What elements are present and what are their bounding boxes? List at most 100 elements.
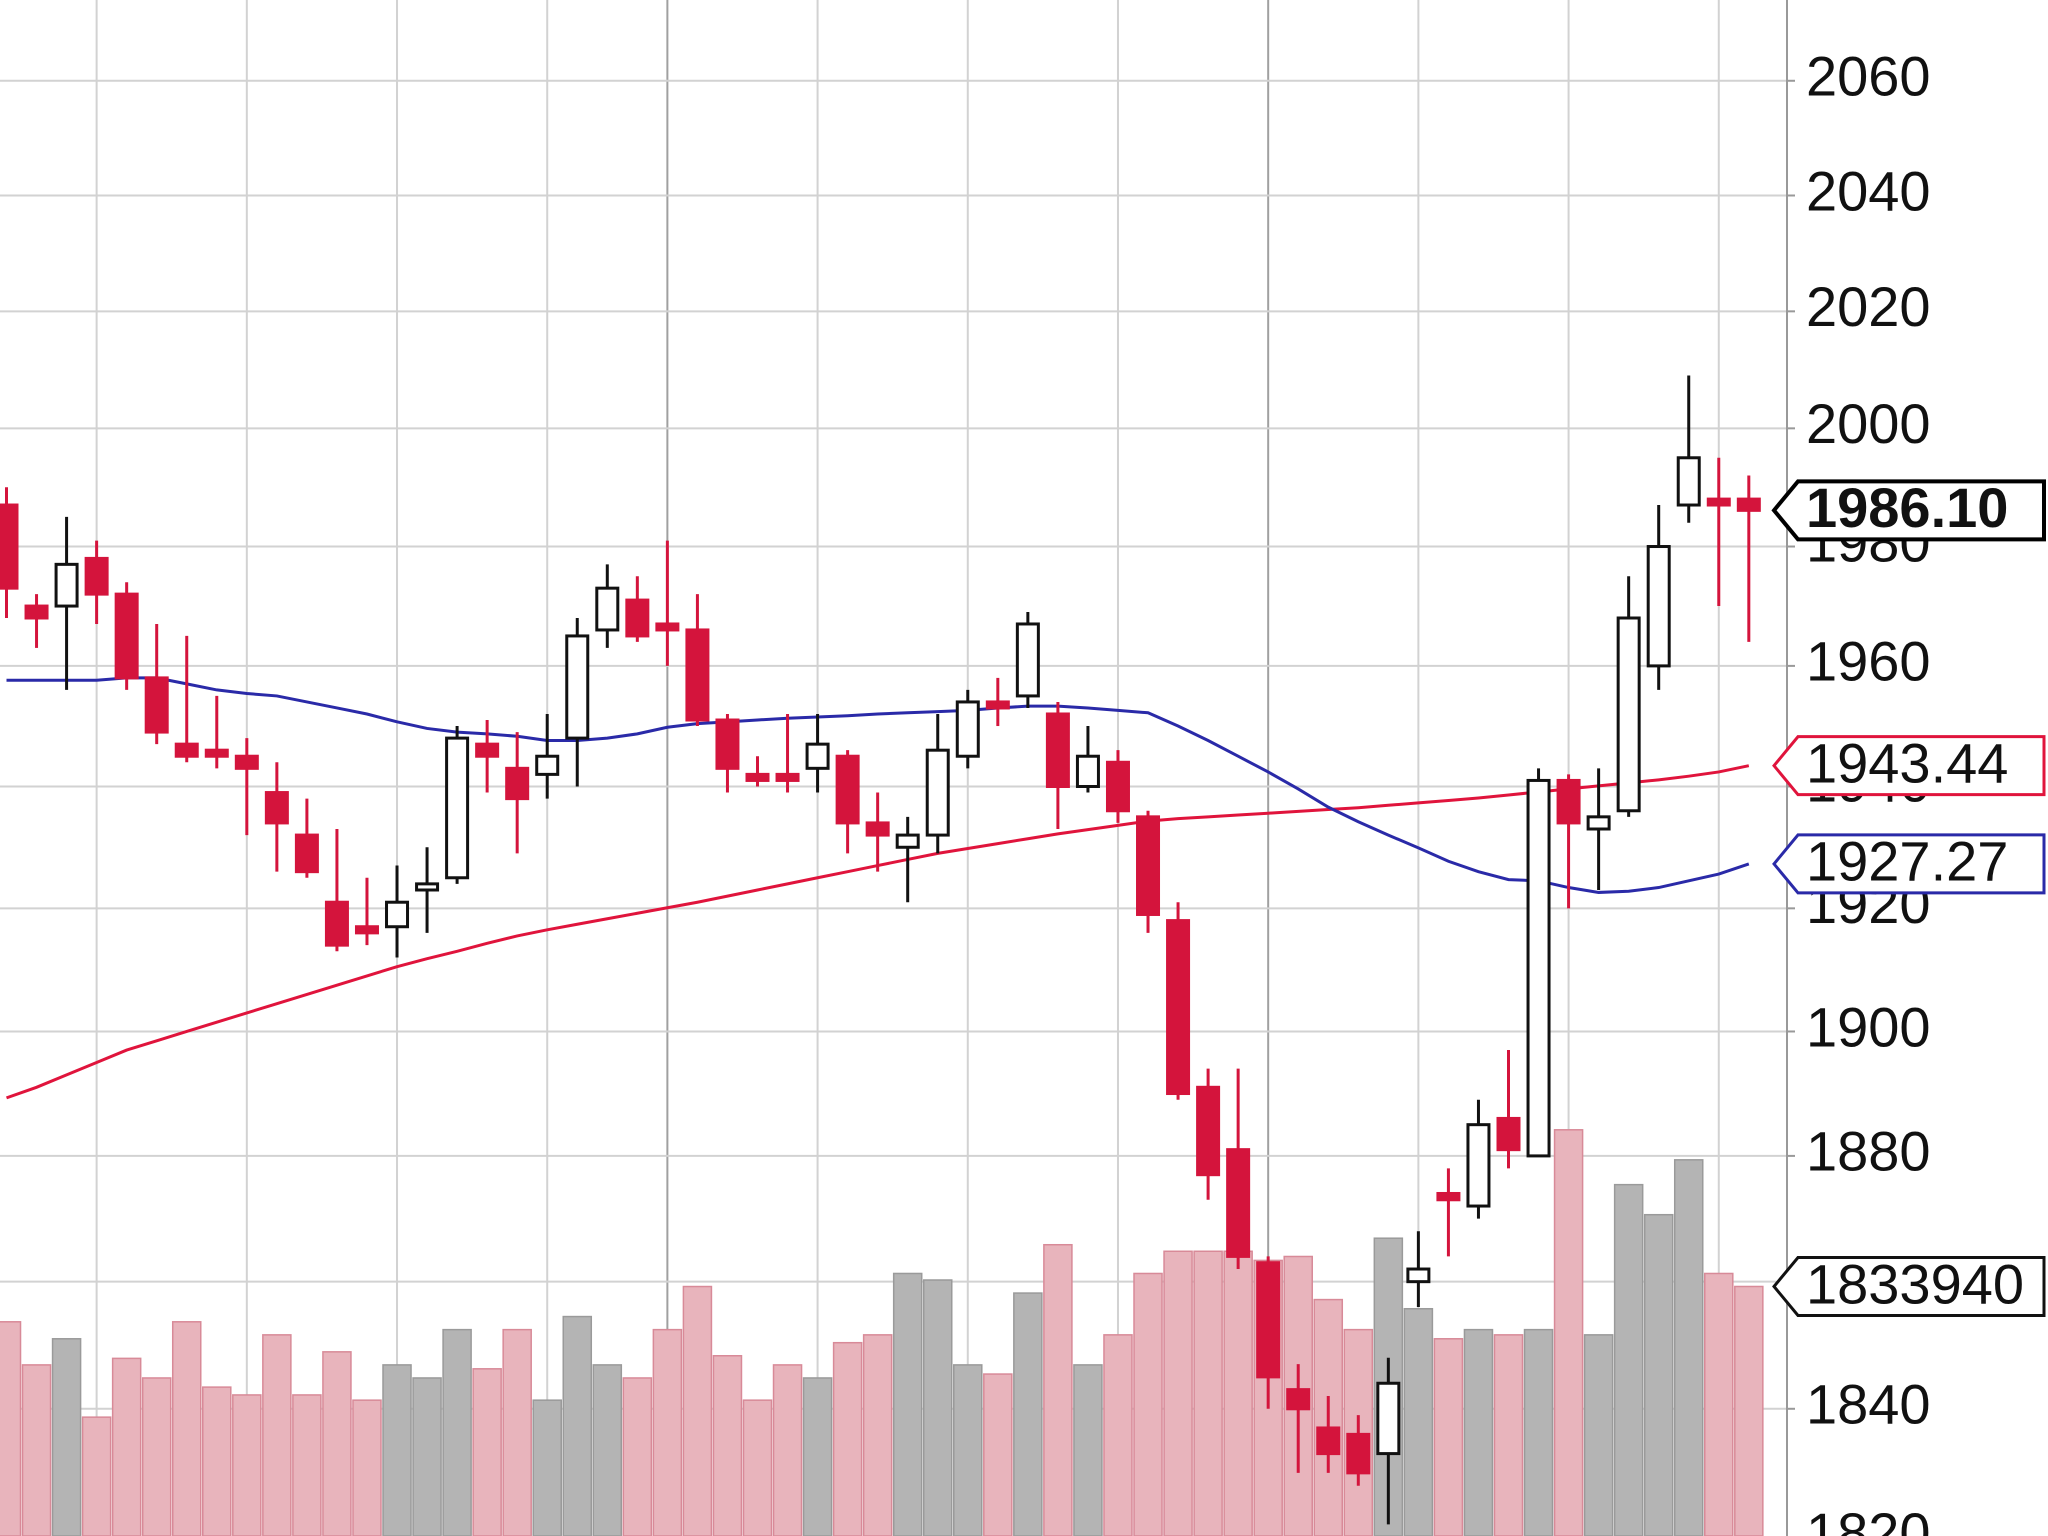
- volume-bar: [772, 1364, 803, 1536]
- volume-bar: [322, 1351, 352, 1536]
- volume-bar: [1734, 1285, 1764, 1536]
- volume-bar: [1043, 1243, 1073, 1536]
- y-tick-label: 1880: [1806, 1120, 1931, 1183]
- candle-body: [415, 882, 440, 892]
- volume-bar: [21, 1364, 52, 1536]
- candle-body: [1316, 1426, 1341, 1456]
- volume-bar: [1613, 1183, 1644, 1536]
- y-tick-label: 2040: [1806, 159, 1931, 222]
- candle-body: [475, 742, 500, 758]
- volume-bar: [1553, 1129, 1584, 1536]
- volume-bar: [742, 1399, 773, 1536]
- candle-body: [294, 833, 319, 874]
- candle-body: [354, 925, 379, 935]
- y-tick-label: 2020: [1806, 275, 1931, 338]
- volume-bar: [232, 1394, 262, 1536]
- volume-bar: [1433, 1338, 1464, 1536]
- volume-bar: [1013, 1292, 1043, 1536]
- badge-label: 1986.10: [1806, 476, 2008, 539]
- volume-bar: [1523, 1328, 1554, 1536]
- candle-body: [324, 900, 349, 947]
- candle-body: [1196, 1085, 1221, 1177]
- volume-bar: [922, 1279, 953, 1536]
- volume-bar: [292, 1394, 322, 1536]
- volume-bar: [1673, 1159, 1704, 1536]
- volume-bar: [382, 1364, 412, 1536]
- candle-body: [1075, 754, 1100, 788]
- volume-bar: [532, 1399, 562, 1536]
- volume-bar: [1133, 1272, 1163, 1536]
- candle-body: [1045, 712, 1070, 788]
- volume-bar: [111, 1357, 142, 1536]
- value-badge: [1771, 479, 2046, 542]
- badge-label: 1927.27: [1806, 830, 2008, 893]
- candle-body: [865, 821, 890, 837]
- volume-bar: [81, 1416, 112, 1536]
- value-badge: [1772, 833, 2046, 895]
- candle-body: [1706, 497, 1731, 507]
- y-tick-label: 1900: [1806, 995, 1931, 1058]
- volume-bar: [1103, 1334, 1133, 1536]
- candle-body: [1616, 616, 1641, 813]
- candle-body: [174, 742, 199, 758]
- volume-bar: [1073, 1364, 1103, 1536]
- volume-bar: [712, 1355, 743, 1536]
- volume-bar: [652, 1328, 683, 1536]
- volume-bar: [0, 1321, 22, 1536]
- volume-bar: [202, 1386, 232, 1536]
- candle-body: [1556, 778, 1581, 825]
- candle-body: [1256, 1261, 1281, 1379]
- candle-body: [114, 592, 139, 680]
- volume-bar: [1583, 1334, 1614, 1536]
- candle-body: [0, 503, 19, 590]
- candle-body: [715, 718, 740, 770]
- candle-body: [144, 676, 169, 734]
- badges: 1943.44 1927.27 1833940 1986.10: [1771, 476, 2046, 1317]
- volume-bar: [1463, 1328, 1494, 1536]
- volume-bar: [412, 1377, 442, 1536]
- volume-bar: [832, 1341, 863, 1536]
- candles: [0, 375, 1761, 1525]
- candle-body: [234, 754, 259, 770]
- candle-body: [1676, 456, 1701, 507]
- candle-body: [625, 598, 650, 638]
- y-tick-label: 2000: [1806, 392, 1931, 455]
- y-tick-label: 1840: [1806, 1373, 1931, 1436]
- badge-label: 1943.44: [1806, 731, 2008, 794]
- candle-body: [805, 742, 830, 770]
- candle-body: [595, 586, 620, 632]
- candle-body: [1166, 919, 1191, 1096]
- candle-body: [1436, 1191, 1461, 1202]
- candle-body: [1226, 1148, 1251, 1258]
- value-badge: [1772, 1255, 2046, 1317]
- candle-body: [54, 562, 79, 608]
- candle-body: [24, 604, 49, 620]
- volume-bar: [1403, 1307, 1434, 1536]
- candle-body: [835, 754, 860, 825]
- volume-bar: [352, 1399, 382, 1536]
- candle-body: [1646, 545, 1671, 668]
- candle-body: [204, 748, 229, 758]
- moving-average-line: [6, 676, 1750, 894]
- candle-body: [264, 791, 289, 825]
- candle-body: [1586, 815, 1611, 831]
- candle-body: [445, 736, 470, 880]
- volume-bar: [592, 1364, 623, 1536]
- candle-body: [505, 766, 530, 801]
- candle-body: [1736, 497, 1761, 512]
- volume-bar: [1223, 1250, 1253, 1536]
- y-tick-label: 1960: [1806, 630, 1931, 693]
- volume-bar: [802, 1377, 833, 1536]
- candle-body: [1376, 1381, 1401, 1456]
- value-badge: [1772, 735, 2046, 797]
- candle-body: [535, 754, 560, 776]
- candle-body: [1466, 1123, 1491, 1208]
- volume-bar: [862, 1334, 893, 1536]
- candle-body: [84, 556, 109, 596]
- volume-bar: [1704, 1272, 1734, 1536]
- volume-bar: [562, 1315, 593, 1536]
- volume-bar: [262, 1334, 292, 1536]
- candle-body: [775, 772, 800, 782]
- candle-body: [925, 748, 950, 837]
